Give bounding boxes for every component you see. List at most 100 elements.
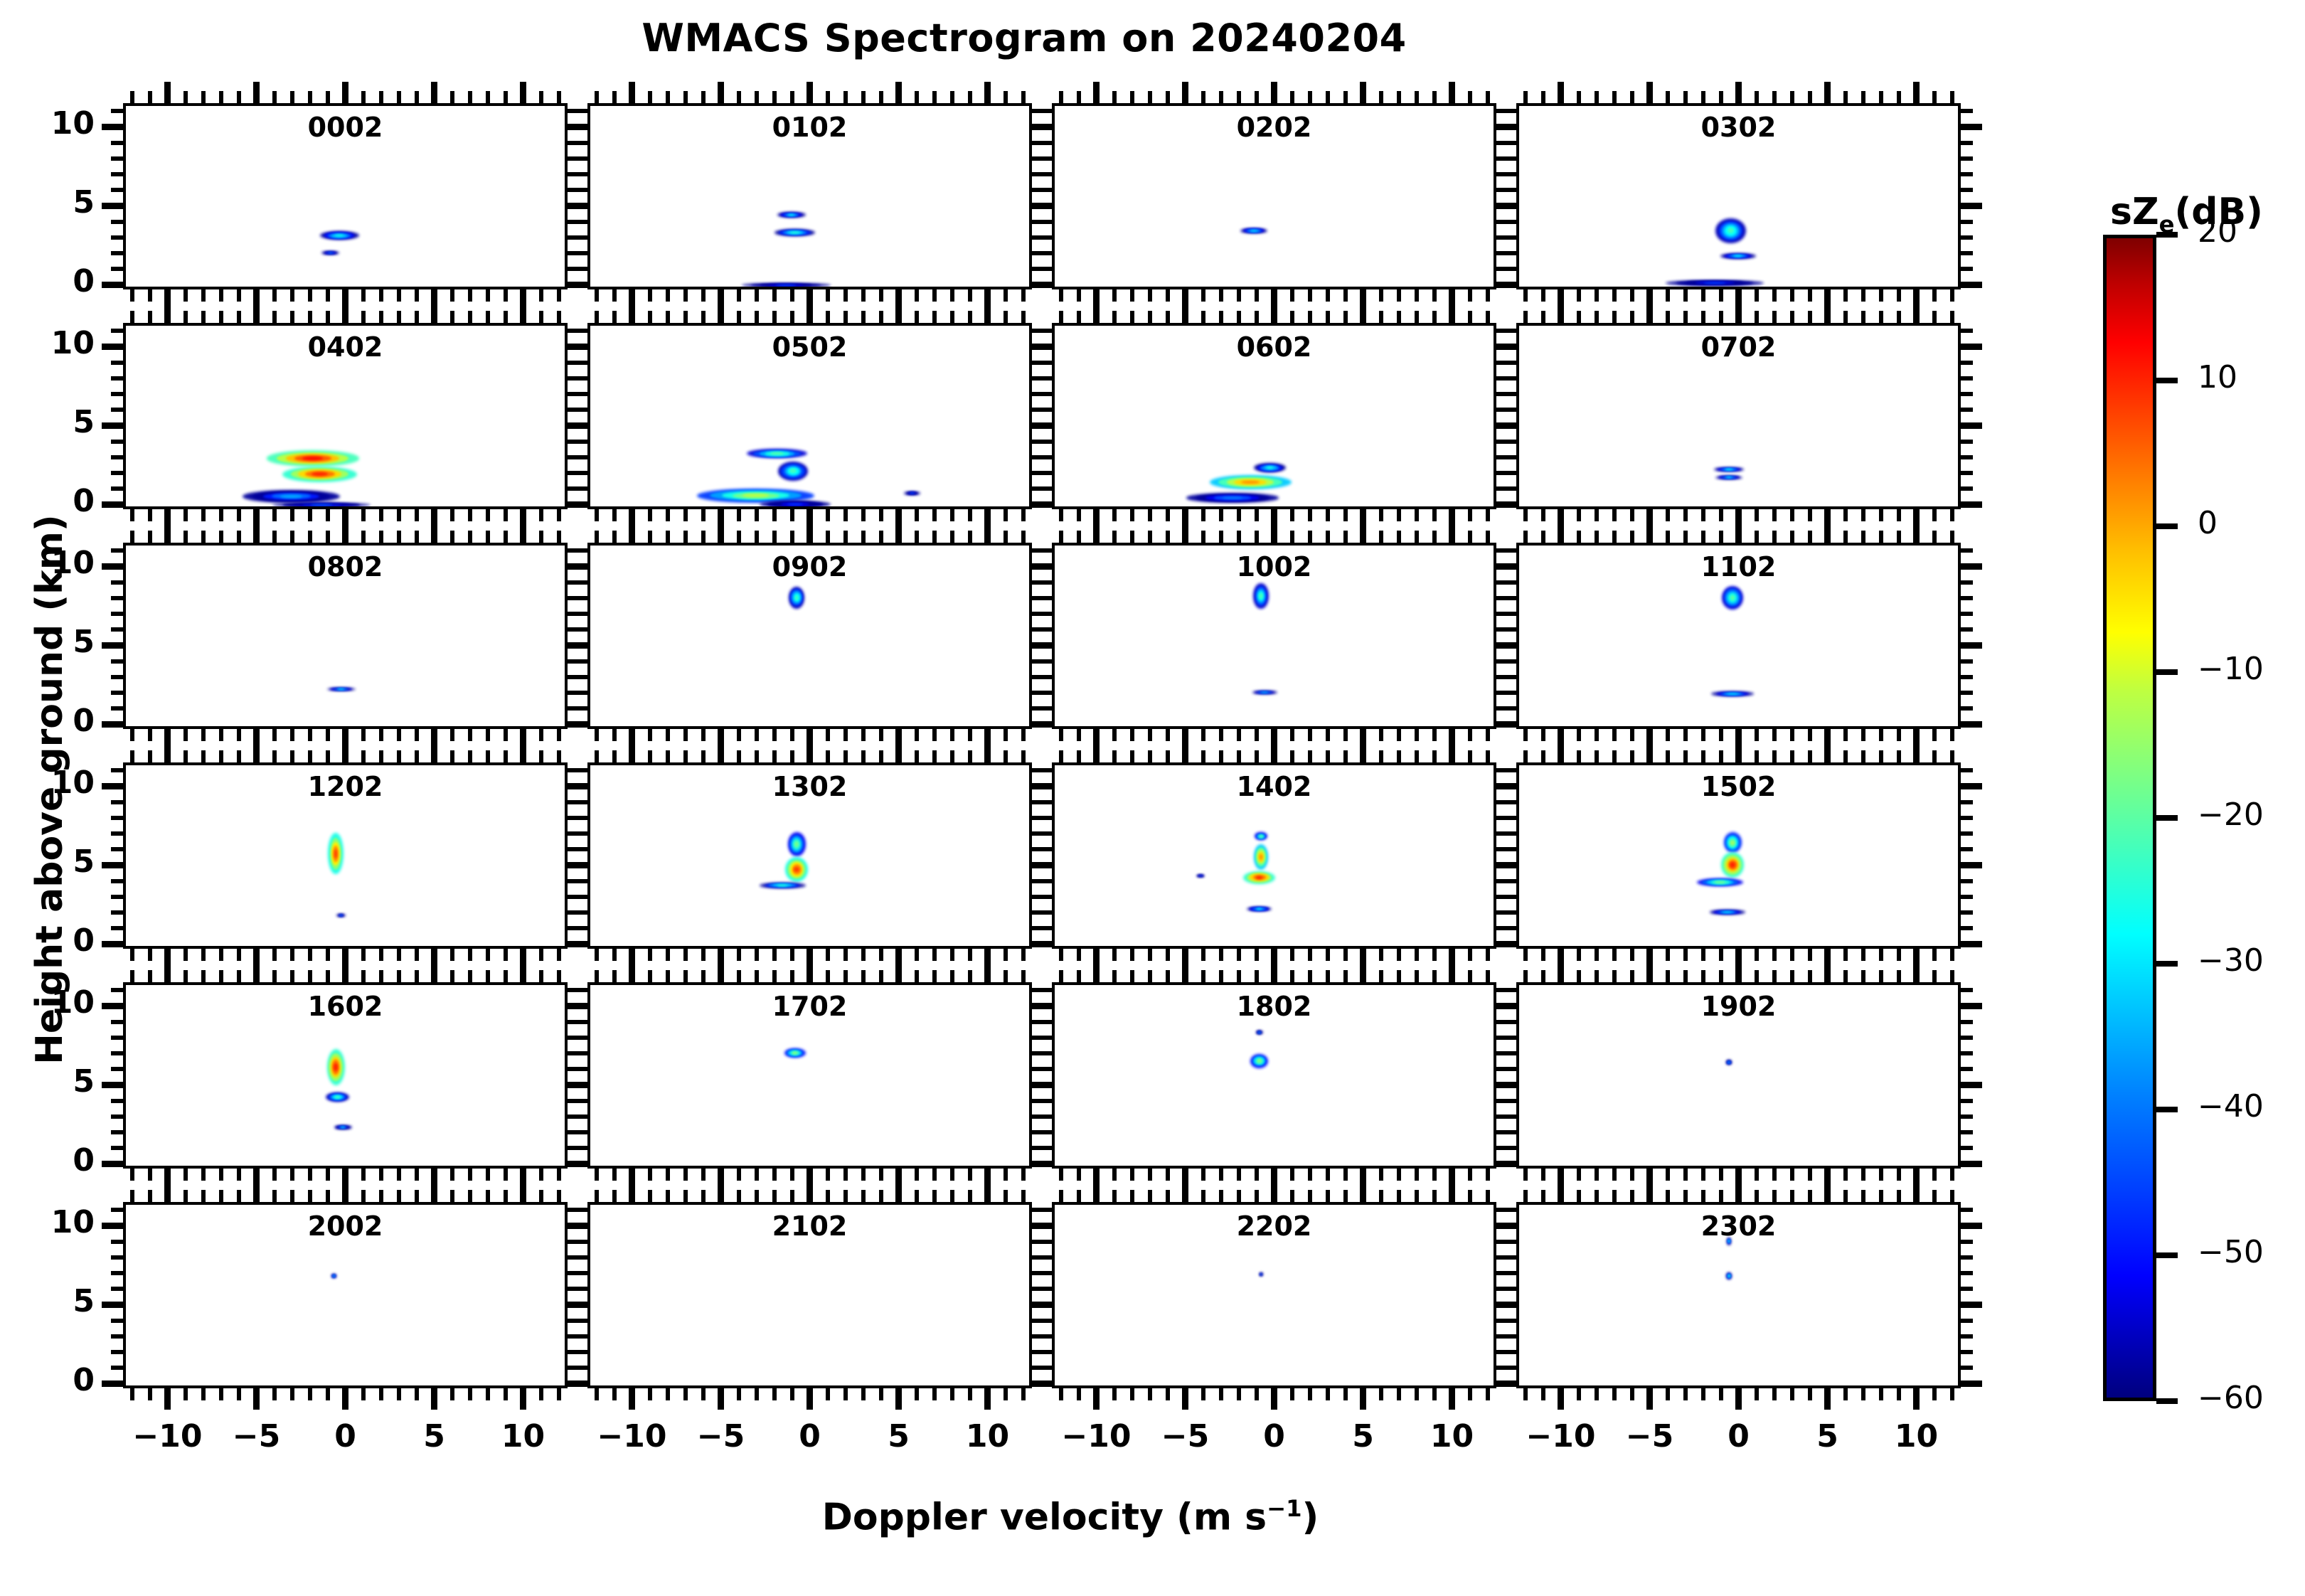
axis-tick <box>1843 970 1848 982</box>
axis-tick <box>1032 1146 1044 1151</box>
axis-tick <box>1754 949 1759 961</box>
axis-tick <box>1540 750 1545 762</box>
axis-tick <box>307 531 312 543</box>
axis-tick <box>568 470 580 475</box>
axis-tick <box>683 311 688 323</box>
axis-tick <box>1360 961 1366 982</box>
axis-tick <box>1076 289 1081 302</box>
spectrogram-panel-0702[interactable]: 0702 <box>1516 323 1961 509</box>
spectrum-feature <box>331 841 341 866</box>
axis-tick <box>612 1190 617 1202</box>
axis-tick <box>1646 961 1653 982</box>
axis-tick <box>1961 1287 1973 1292</box>
axis-tick <box>485 91 490 103</box>
spectrogram-panel-1102[interactable]: 1102 <box>1516 543 1961 729</box>
spectrogram-panel-0502[interactable]: 0502 <box>587 323 1032 509</box>
spectrogram-panel-2102[interactable]: 2102 <box>587 1202 1032 1388</box>
axis-tick <box>1496 1050 1508 1055</box>
axis-tick <box>843 1388 848 1400</box>
axis-tick <box>111 486 123 491</box>
y-tick-label: 5 <box>73 184 95 221</box>
axis-tick <box>1325 531 1330 543</box>
axis-tick <box>594 970 599 982</box>
spectrum-feature <box>326 1092 349 1102</box>
spectrogram-panel-1002[interactable]: 1002 <box>1052 543 1496 729</box>
axis-tick <box>1325 289 1330 302</box>
spectrum-feature <box>252 491 330 501</box>
axis-tick <box>575 486 587 491</box>
axis-tick <box>1032 235 1044 240</box>
axis-tick <box>1540 1169 1545 1181</box>
spectrogram-panel-0302[interactable]: 0302 <box>1516 103 1961 289</box>
spectrogram-panel-1802[interactable]: 1802 <box>1052 982 1496 1169</box>
axis-tick <box>1949 509 1954 521</box>
spectrogram-panel-2202[interactable]: 2202 <box>1052 1202 1496 1388</box>
axis-tick <box>914 1388 919 1400</box>
spectrogram-panel-0402[interactable]: 0402 <box>123 323 568 509</box>
axis-tick <box>1665 91 1670 103</box>
axis-tick <box>1961 470 1973 475</box>
spectrogram-panel-0102[interactable]: 0102 <box>587 103 1032 289</box>
spectrogram-panel-1302[interactable]: 1302 <box>587 762 1032 949</box>
axis-tick <box>825 311 830 323</box>
axis-tick <box>1504 878 1516 883</box>
axis-tick <box>485 970 490 982</box>
spectrogram-panel-1602[interactable]: 1602 <box>123 982 568 1169</box>
spectrogram-panel-0802[interactable]: 0802 <box>123 543 568 729</box>
spectrogram-panel-1902[interactable]: 1902 <box>1516 982 1961 1169</box>
x-tick-label: 5 <box>423 1418 445 1454</box>
spectrum-feature <box>276 452 349 465</box>
axis-tick <box>701 509 706 521</box>
axis-tick <box>1496 580 1508 585</box>
spectrogram-panel-2302[interactable]: 2302 <box>1516 1202 1961 1388</box>
axis-tick <box>414 531 419 543</box>
axis-tick <box>1032 140 1044 145</box>
x-axis-label: Doppler velocity (m s−1) <box>121 1495 2020 1538</box>
axis-tick <box>566 563 587 570</box>
spectrogram-panel-0902[interactable]: 0902 <box>587 543 1032 729</box>
axis-tick <box>449 729 454 741</box>
axis-tick <box>1129 531 1134 543</box>
axis-tick <box>861 729 866 741</box>
spectrogram-panel-0202[interactable]: 0202 <box>1052 103 1496 289</box>
axis-tick <box>1878 311 1883 323</box>
axis-tick <box>1700 289 1705 302</box>
spectrogram-panel-0602[interactable]: 0602 <box>1052 323 1496 509</box>
colorbar-gradient[interactable] <box>2103 235 2156 1401</box>
colorbar-container[interactable] <box>2103 235 2156 1401</box>
spectrogram-panel-1502[interactable]: 1502 <box>1516 762 1961 949</box>
axis-tick <box>984 729 991 750</box>
spectrogram-panel-0002[interactable]: 0002 <box>123 103 568 289</box>
spectrum-feature <box>747 449 807 459</box>
axis-tick <box>1165 949 1170 961</box>
axis-tick <box>396 509 401 521</box>
axis-tick <box>1032 815 1044 820</box>
axis-tick <box>449 949 454 961</box>
axis-tick <box>1496 470 1508 475</box>
axis-tick <box>1414 949 1419 961</box>
axis-tick <box>772 1190 777 1202</box>
spectrogram-panel-1702[interactable]: 1702 <box>587 982 1032 1169</box>
axis-tick <box>1523 750 1528 762</box>
axis-tick <box>1807 509 1812 521</box>
axis-tick <box>1182 729 1188 750</box>
axis-tick <box>1032 878 1044 883</box>
axis-tick <box>575 1129 587 1134</box>
axis-tick <box>1449 961 1455 982</box>
axis-tick <box>1147 729 1152 741</box>
spectrogram-panel-1402[interactable]: 1402 <box>1052 762 1496 949</box>
axis-tick <box>932 91 937 103</box>
axis-tick <box>556 311 561 323</box>
axis-tick <box>272 1169 277 1181</box>
spectrum-feature <box>1260 1272 1262 1276</box>
axis-tick <box>1629 509 1634 521</box>
spectrum-feature <box>1718 476 1740 479</box>
axis-tick <box>718 82 724 103</box>
spectrogram-panel-2002[interactable]: 2002 <box>123 1202 568 1388</box>
axis-tick <box>467 729 472 741</box>
axis-tick <box>378 289 383 302</box>
axis-tick <box>1165 729 1170 741</box>
axis-tick <box>1496 329 1508 334</box>
spectrogram-panel-1202[interactable]: 1202 <box>123 762 568 949</box>
axis-tick <box>1576 1190 1581 1202</box>
